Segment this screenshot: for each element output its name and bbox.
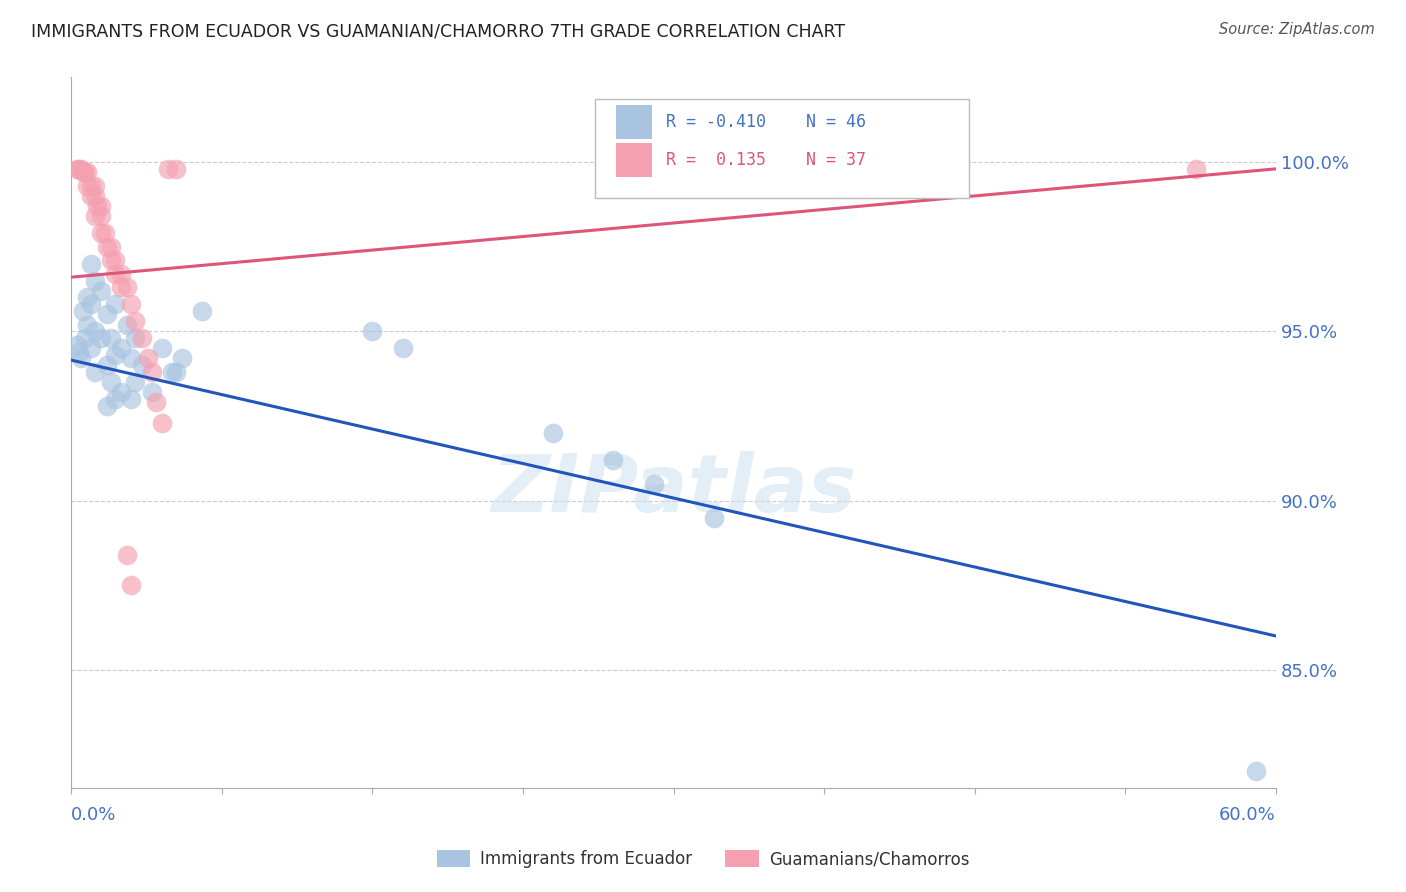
Point: [84, 178, 107, 193]
Point: [145, 395, 167, 409]
Point: [110, 341, 132, 355]
Point: [90, 284, 112, 298]
Point: [90, 199, 112, 213]
Point: [121, 392, 143, 406]
Point: [165, 161, 187, 176]
Point: [104, 348, 127, 362]
Point: [104, 253, 127, 268]
Point: [86, 199, 108, 213]
Point: [391, 341, 413, 355]
Point: [124, 375, 146, 389]
Point: [170, 351, 193, 366]
Point: [96, 358, 118, 372]
Point: [80, 341, 103, 355]
Point: [100, 240, 122, 254]
Point: [110, 267, 132, 281]
Point: [66, 161, 89, 176]
Point: [96, 399, 118, 413]
Point: [190, 304, 212, 318]
Point: [72, 165, 94, 179]
Point: [76, 290, 98, 304]
Point: [104, 267, 127, 281]
Point: [156, 161, 179, 176]
Point: [67, 161, 90, 176]
Point: [121, 578, 143, 592]
FancyBboxPatch shape: [595, 99, 969, 198]
Point: [76, 165, 98, 179]
Point: [361, 324, 384, 338]
Point: [643, 476, 665, 491]
Text: Source: ZipAtlas.com: Source: ZipAtlas.com: [1219, 22, 1375, 37]
Point: [110, 385, 132, 400]
Point: [117, 548, 139, 562]
Point: [80, 257, 103, 271]
Point: [90, 209, 112, 223]
Text: 60.0%: 60.0%: [1219, 806, 1277, 824]
Point: [110, 280, 132, 294]
Point: [141, 385, 163, 400]
Point: [70, 161, 93, 176]
Point: [70, 351, 93, 366]
Text: IMMIGRANTS FROM ECUADOR VS GUAMANIAN/CHAMORRO 7TH GRADE CORRELATION CHART: IMMIGRANTS FROM ECUADOR VS GUAMANIAN/CHA…: [31, 22, 845, 40]
Text: 0.0%: 0.0%: [72, 806, 117, 824]
Point: [150, 341, 173, 355]
Point: [75, 165, 97, 179]
FancyBboxPatch shape: [616, 143, 652, 177]
Point: [104, 297, 127, 311]
Point: [75, 331, 97, 345]
Point: [117, 280, 139, 294]
Point: [84, 209, 107, 223]
Point: [80, 189, 103, 203]
Point: [84, 274, 107, 288]
Point: [100, 331, 122, 345]
Point: [131, 331, 153, 345]
Point: [1244, 764, 1267, 779]
Point: [80, 297, 103, 311]
Point: [100, 375, 122, 389]
Point: [96, 240, 118, 254]
Point: [96, 307, 118, 321]
Point: [124, 314, 146, 328]
Text: R =  0.135    N = 37: R = 0.135 N = 37: [666, 151, 866, 169]
Point: [117, 318, 139, 332]
Point: [141, 365, 163, 379]
Point: [165, 365, 187, 379]
Point: [84, 365, 107, 379]
Text: R = -0.410    N = 46: R = -0.410 N = 46: [666, 113, 866, 131]
Text: ZIPatlas: ZIPatlas: [491, 450, 856, 529]
Point: [121, 351, 143, 366]
Point: [703, 510, 725, 524]
Point: [160, 365, 183, 379]
Legend: Immigrants from Ecuador, Guamanians/Chamorros: Immigrants from Ecuador, Guamanians/Cham…: [430, 843, 976, 875]
Point: [150, 416, 173, 430]
Point: [541, 425, 564, 440]
Point: [67, 344, 90, 359]
Point: [1184, 161, 1206, 176]
Point: [90, 226, 112, 240]
Point: [121, 297, 143, 311]
Point: [124, 331, 146, 345]
Point: [80, 178, 103, 193]
Point: [66, 338, 89, 352]
Point: [76, 318, 98, 332]
Point: [76, 178, 98, 193]
Point: [602, 453, 624, 467]
Point: [136, 351, 159, 366]
Point: [84, 324, 107, 338]
Point: [104, 392, 127, 406]
Point: [90, 331, 112, 345]
Point: [94, 226, 117, 240]
Point: [72, 304, 94, 318]
Point: [100, 253, 122, 268]
Point: [131, 358, 153, 372]
FancyBboxPatch shape: [616, 105, 652, 139]
Point: [84, 189, 107, 203]
